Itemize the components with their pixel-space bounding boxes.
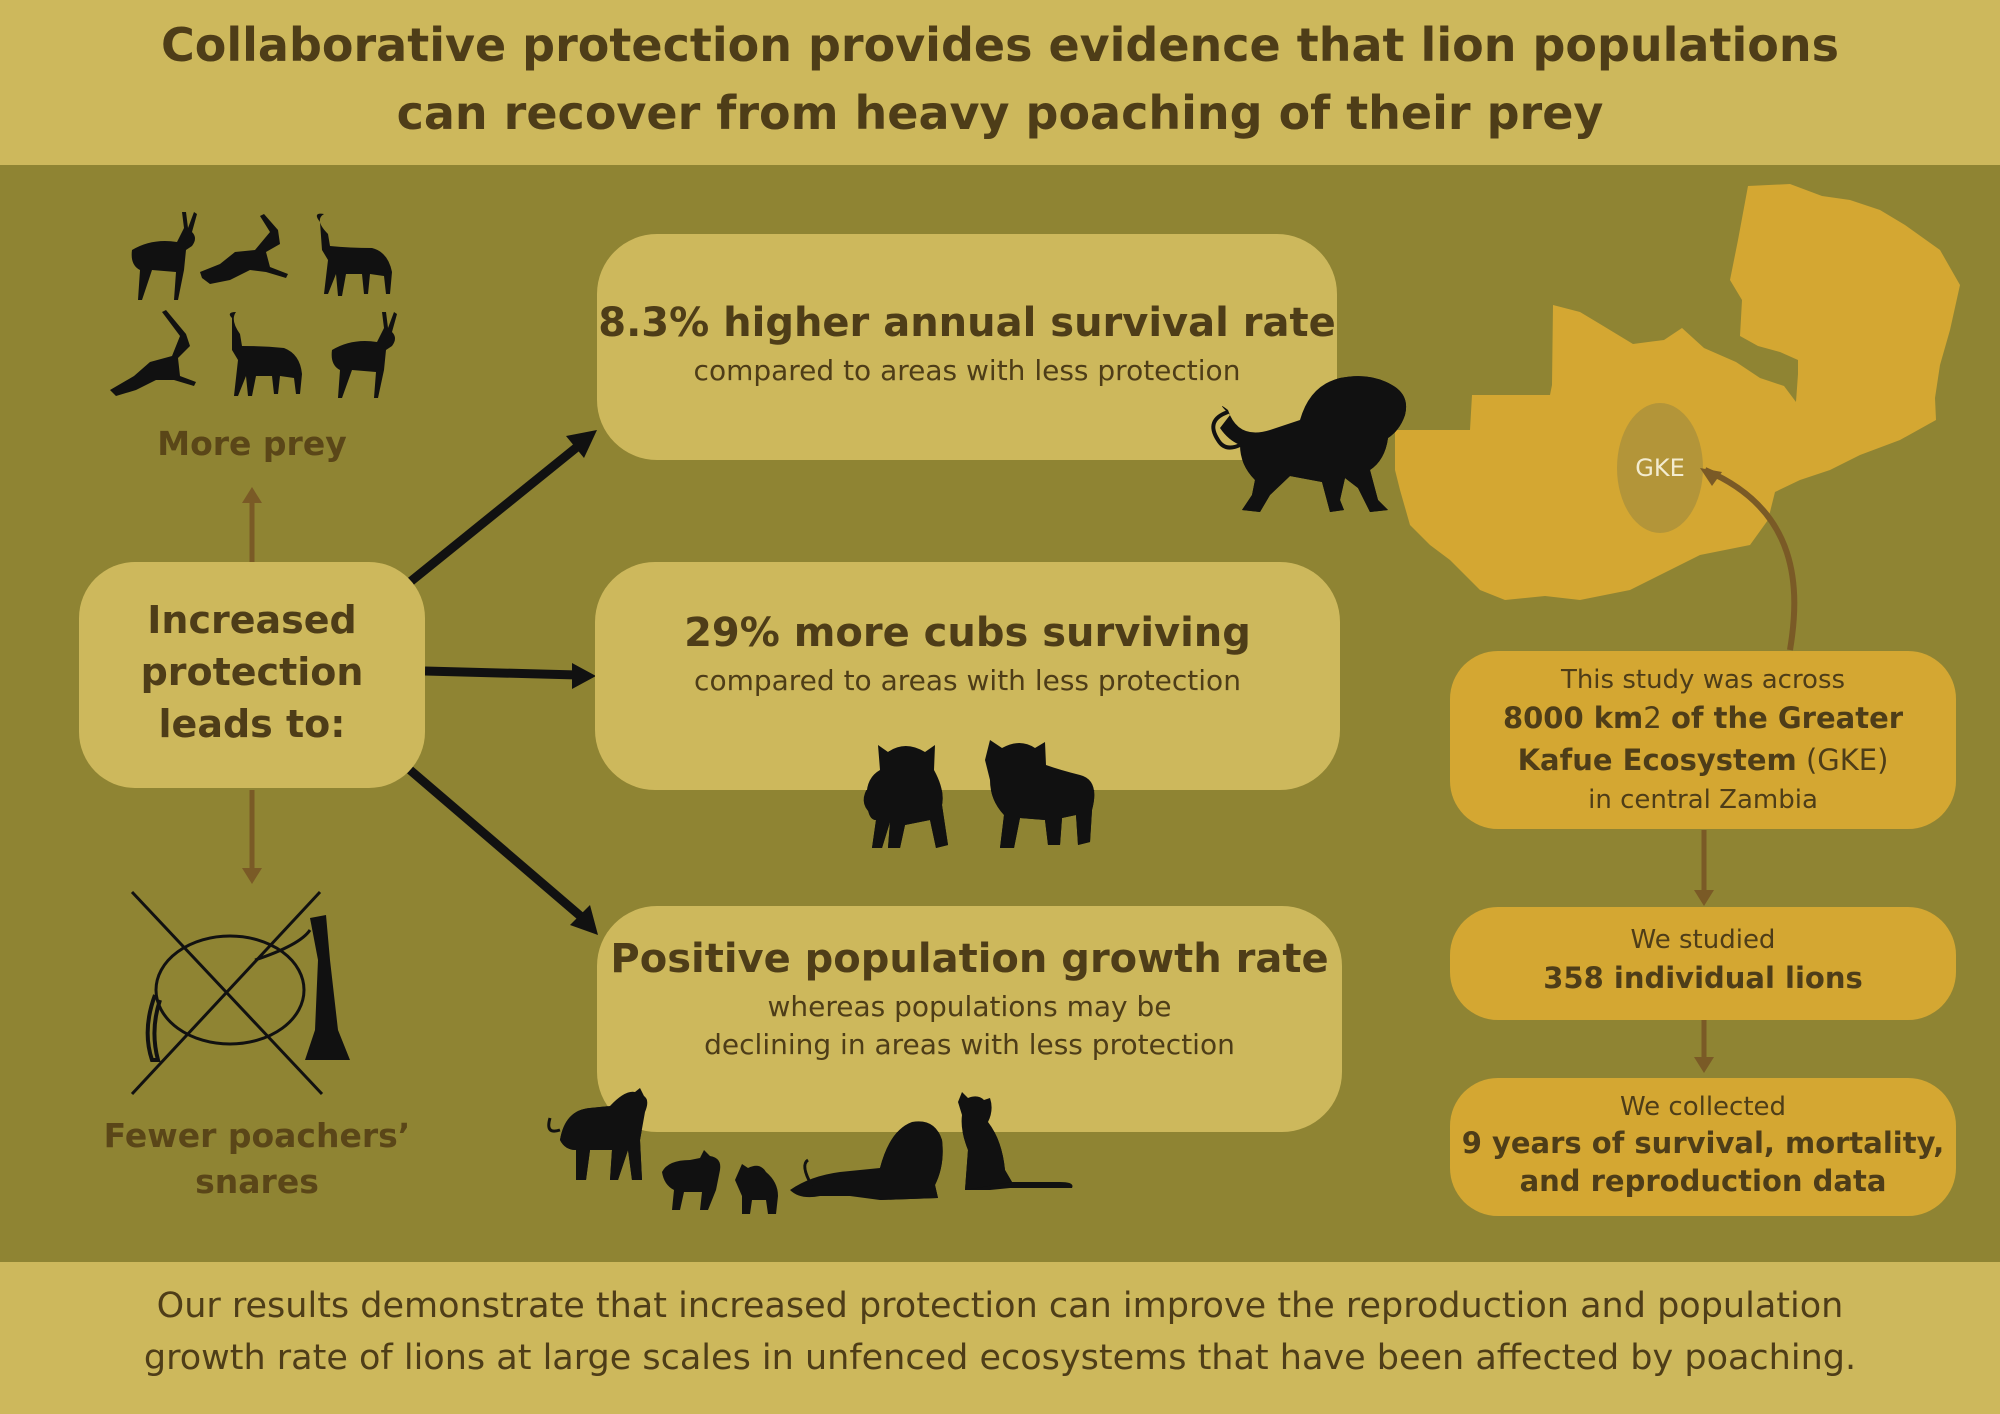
arrow-to-survival-head [566,430,597,458]
study-data-line3: and reproduction data [1519,1164,1887,1198]
footer-line2: growth rate of lions at large scales in … [143,1338,1857,1378]
arrow-to-prey-head [242,487,262,503]
cubs-title: 29% more cubs surviving [684,610,1251,656]
study-lions-box: We studied 358 individual lions [1450,907,1956,1020]
antelope-leaping-icon [200,214,288,284]
survival-card: 8.3% higher annual survival rate compare… [597,234,1337,460]
lion-cub-icon [735,1164,778,1214]
antelope-icon [331,312,397,398]
growth-card: Positive population growth rate whereas … [597,906,1342,1132]
arrow-to-gke-head [1700,468,1722,486]
zambia-map [1395,184,1960,600]
arrow-to-cubs [424,666,579,680]
page-title-line1: Collaborative protection provides eviden… [161,18,1839,72]
study-area-km: 8000 km [1502,701,1644,735]
study-area-line3: Kafue Ecosystem (GKE) [1450,743,1956,777]
arrow-to-growth-head [570,905,598,935]
study-area-line4: in central Zambia [1588,785,1818,815]
antelope-leaping-icon [110,310,196,396]
study-area-gke: (GKE) [1796,743,1889,777]
study-area-squared: 2 [1643,701,1671,735]
antelope-icons [110,212,397,398]
snares-label-line2: snares [195,1162,319,1201]
cubs-card: 29% more cubs surviving compared to area… [595,562,1340,790]
footer-line1: Our results demonstrate that increased p… [156,1286,1844,1326]
snares-label-line1: Fewer poachers’ [103,1116,411,1155]
snare-crossed-icon [130,890,350,1096]
growth-subtitle-line2: declining in areas with less protection [704,1028,1235,1061]
page-title-line2: can recover from heavy poaching of their… [396,86,1604,140]
study-area-line1: This study was across [1560,665,1846,695]
sable-antelope-icon [229,312,302,396]
lion-cub-icon [662,1150,721,1210]
study-area-box: This study was across 8000 km2 of the Gr… [1450,651,1956,829]
survival-subtitle: compared to areas with less protection [693,354,1241,387]
survival-title: 8.3% higher annual survival rate [598,300,1336,346]
header-band: Collaborative protection provides eviden… [0,0,2000,165]
sable-antelope-icon [316,213,392,296]
hub-line2: protection [140,650,364,694]
gke-label: GKE [1635,454,1685,482]
growth-title: Positive population growth rate [610,936,1329,982]
arrow-study-to-lions-head [1694,890,1714,906]
arrow-lions-to-data-head [1694,1057,1714,1073]
arrow-to-growth [407,766,588,924]
study-data-line2: 9 years of survival, mortality, [1461,1126,1945,1160]
hub-box: Increased protection leads to: [79,562,425,788]
study-area-kafue: Kafue Ecosystem [1517,743,1797,777]
study-lions-line1: We studied [1630,925,1776,955]
hub-line1: Increased [147,598,357,642]
arrow-to-gke [1703,467,1798,651]
hub-line3: leads to: [158,702,346,746]
arrow-to-cubs-head [572,663,596,689]
study-area-line2: 8000 km2 of the Greater [1450,701,1956,735]
growth-subtitle-line1: whereas populations may be [767,990,1172,1023]
gke-region-marker [1617,403,1703,533]
antelope-icon [131,212,197,300]
lion-lying-icon [790,1121,943,1200]
study-lions-line2: 358 individual lions [1543,961,1863,995]
footer-band: Our results demonstrate that increased p… [0,1262,2000,1414]
study-data-line1: We collected [1619,1092,1787,1122]
arrow-to-survival [407,439,585,586]
prey-label: More prey [157,424,347,463]
cubs-subtitle: compared to areas with less protection [694,664,1241,697]
arrow-to-snares-head [242,868,262,884]
study-area-greater: of the Greater [1670,701,1904,735]
study-data-box: We collected 9 years of survival, mortal… [1450,1078,1956,1216]
